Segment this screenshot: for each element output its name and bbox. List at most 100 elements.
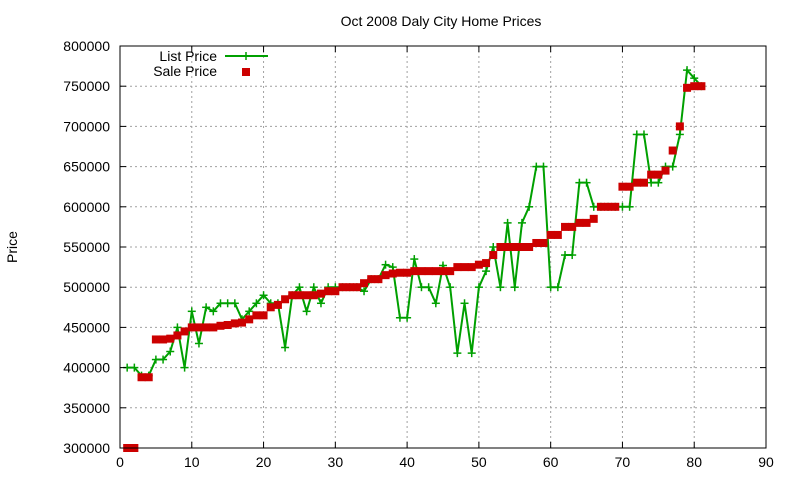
list-price-point (496, 283, 505, 292)
sale-price-point (625, 182, 634, 191)
x-tick-label: 90 (758, 454, 774, 470)
sale-price-point (517, 243, 526, 251)
list-price-point (553, 283, 562, 292)
sale-price-point (216, 321, 225, 330)
list-price-point (410, 255, 419, 264)
list-price-point (474, 283, 483, 292)
list-price-point (582, 178, 591, 187)
y-tick-label: 450000 (63, 319, 110, 335)
y-tick-label: 600000 (63, 199, 110, 215)
sale-price-point (209, 323, 218, 332)
list-price-point (575, 178, 584, 187)
sale-price-point (338, 283, 347, 292)
list-price-point (216, 299, 225, 308)
axis-ticks: 0 10 20 30 40 50 60 70 80 90 300000 350000 400000 450… (63, 38, 774, 470)
sale-price-point (324, 287, 333, 296)
list-price-point (632, 130, 641, 139)
x-tick-label: 60 (543, 454, 559, 470)
sale-price-point (295, 291, 304, 300)
list-price-point (360, 287, 369, 296)
sale-price-point (575, 218, 584, 227)
chart-title: Oct 2008 Daly City Home Prices (341, 13, 542, 29)
list-price-point (517, 218, 526, 227)
sale-price-point (180, 327, 189, 336)
sale-price-point (561, 222, 570, 231)
sale-price-point (388, 269, 397, 278)
list-price-point (431, 299, 440, 308)
list-price-point (395, 313, 404, 322)
list-price-point (180, 363, 189, 372)
x-tick-label: 40 (399, 454, 415, 470)
list-price-point (482, 267, 491, 276)
sale-price-point (273, 300, 282, 309)
list-price-point (130, 363, 139, 372)
sale-price-point (352, 283, 361, 292)
legend: List Price Sale Price (153, 48, 268, 79)
sale-price-point (331, 287, 340, 296)
list-price-point (453, 349, 462, 358)
sale-price-point (223, 320, 232, 329)
sale-price-point (151, 335, 160, 344)
sale-price-point (510, 243, 519, 251)
sale-price-point (288, 291, 297, 300)
sale-price-point (639, 178, 648, 187)
sale-price-point (568, 222, 577, 231)
list-price-point (446, 283, 455, 292)
sale-price-point (245, 315, 254, 324)
sale-price-point (381, 271, 390, 280)
sale-price-point (187, 323, 196, 332)
sale-price-point (647, 170, 656, 179)
sale-price-point (137, 373, 146, 382)
sale-price-point (238, 318, 247, 327)
sale-price-point (553, 230, 562, 239)
list-price-point (259, 291, 268, 300)
list-price-point (295, 283, 304, 292)
list-price-point (187, 307, 196, 316)
sale-price-point (467, 263, 476, 272)
list-price-point (166, 347, 175, 356)
sale-price-point (360, 279, 369, 288)
list-price-point (173, 323, 182, 332)
list-price-point (159, 355, 168, 364)
sale-price-point (611, 202, 620, 211)
sale-price-point (489, 251, 498, 260)
sale-price-point (403, 268, 412, 277)
legend-list-price-marker (242, 52, 250, 60)
list-price-point (690, 74, 699, 83)
list-price-point (302, 307, 311, 316)
sale-price-point (309, 291, 318, 300)
list-price-point (194, 339, 203, 348)
sale-price-point (618, 182, 627, 191)
sale-price-point (496, 243, 505, 251)
sale-price-point (345, 283, 354, 292)
list-price-point (460, 299, 469, 308)
x-tick-label: 80 (686, 454, 702, 470)
list-price-point (683, 66, 692, 75)
sale-price-point (661, 166, 670, 175)
sale-price-point (582, 218, 591, 227)
list-price-point (539, 162, 548, 171)
sale-price-point (431, 267, 440, 276)
list-price-point (309, 283, 318, 292)
list-price-point (316, 299, 325, 308)
plot-series (123, 66, 706, 452)
list-price-point (245, 307, 254, 316)
y-tick-label: 800000 (63, 38, 110, 54)
sale-price-point (230, 319, 239, 328)
sale-price-point (632, 178, 641, 187)
sale-price-point (259, 311, 268, 320)
list-price-point (424, 283, 433, 292)
sale-price-point (417, 267, 426, 276)
x-tick-label: 30 (328, 454, 344, 470)
sale-price-point (367, 275, 376, 284)
sale-price-point (316, 289, 325, 298)
sale-price-point (697, 82, 706, 91)
x-tick-label: 10 (184, 454, 200, 470)
list-price-point (532, 162, 541, 171)
list-price-point (618, 202, 627, 211)
list-price-point (252, 299, 261, 308)
list-price-point (639, 130, 648, 139)
sale-price-point (266, 303, 275, 312)
sale-price-point (604, 202, 613, 211)
